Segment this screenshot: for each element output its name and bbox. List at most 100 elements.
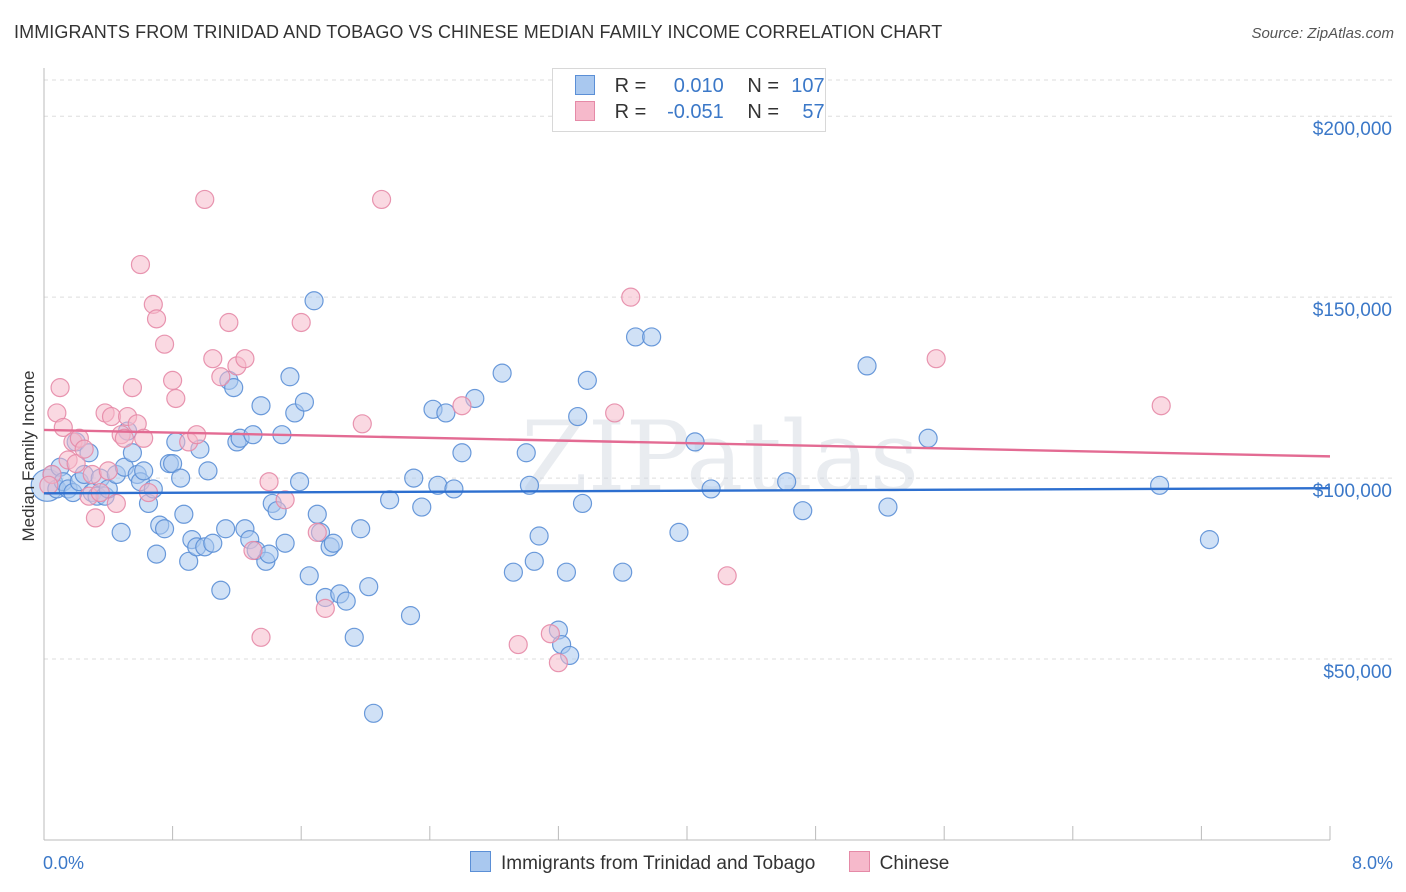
data-point xyxy=(163,370,183,390)
data-point xyxy=(195,189,215,210)
data-point xyxy=(307,504,327,524)
legend-swatch-blue xyxy=(470,851,491,872)
data-point xyxy=(235,349,255,369)
data-point xyxy=(400,606,421,626)
y-tick-label: $50,000 xyxy=(1323,662,1392,683)
data-point xyxy=(351,519,371,539)
legend-r-label: R = xyxy=(614,101,647,123)
x-tick-label: 0.0% xyxy=(43,853,84,873)
data-point xyxy=(540,624,560,644)
data-point xyxy=(146,544,167,564)
data-point xyxy=(1151,396,1171,416)
y-axis-label: Median Family Income xyxy=(19,370,38,541)
data-point xyxy=(259,544,279,564)
data-point xyxy=(289,472,310,492)
data-point xyxy=(122,443,143,463)
data-point xyxy=(166,388,186,409)
data-point xyxy=(101,406,122,427)
legend-n-label: N = xyxy=(747,75,780,97)
data-point xyxy=(336,591,356,611)
data-point xyxy=(219,312,239,333)
data-point xyxy=(529,526,549,546)
data-point xyxy=(291,312,311,333)
legend-item-trinidad: Immigrants from Trinidad and Tobago xyxy=(470,851,815,875)
data-point xyxy=(444,479,464,499)
tick-labels: $50,000 $100,000 $150,000 $200,000 0.0% 8.0% M… xyxy=(19,119,1393,873)
data-point xyxy=(224,378,244,398)
data-point xyxy=(344,627,364,647)
data-point xyxy=(380,490,400,510)
data-point xyxy=(519,475,540,495)
data-point xyxy=(315,598,335,618)
trend-line xyxy=(43,487,1331,495)
data-point xyxy=(171,468,191,488)
data-point xyxy=(556,562,577,582)
data-point xyxy=(134,428,154,448)
legend-n-value: 57 xyxy=(802,101,825,123)
data-point xyxy=(163,454,183,474)
data-point xyxy=(211,580,231,600)
data-point xyxy=(53,417,73,438)
data-point xyxy=(777,472,797,492)
trend-lines xyxy=(43,428,1331,495)
series-chinese-points xyxy=(39,189,1171,673)
data-point xyxy=(371,189,392,210)
trend-line xyxy=(43,428,1331,458)
data-point xyxy=(436,403,456,423)
data-point xyxy=(111,522,131,542)
legend-swatch-blue xyxy=(575,75,595,95)
data-point xyxy=(926,349,946,369)
series-legend: Immigrants from Trinidad and Tobago Chin… xyxy=(470,851,977,875)
data-point xyxy=(154,519,175,539)
data-point xyxy=(516,443,536,463)
y-tick-label: $100,000 xyxy=(1313,481,1392,502)
data-point xyxy=(323,533,343,553)
data-point xyxy=(203,533,223,553)
data-point xyxy=(39,475,59,495)
legend-row-trinidad: R = 0.010 N = 107 xyxy=(575,75,825,99)
data-point xyxy=(359,577,379,597)
legend-item-chinese: Chinese xyxy=(848,851,950,875)
data-point xyxy=(412,497,432,517)
data-point xyxy=(503,562,523,582)
data-point xyxy=(878,497,898,517)
data-point xyxy=(198,461,218,481)
legend-swatch-pink xyxy=(575,101,595,121)
data-point xyxy=(82,464,102,485)
legend-r-value: 0.010 xyxy=(673,75,724,97)
data-point xyxy=(304,291,324,311)
data-point xyxy=(294,392,315,412)
data-point xyxy=(98,461,118,481)
x-tick-label: 8.0% xyxy=(1352,853,1393,873)
legend-row-chinese: R = -0.051 N = 57 xyxy=(575,101,825,125)
data-point xyxy=(211,367,231,387)
data-point xyxy=(613,562,633,582)
data-point xyxy=(179,551,199,571)
data-point xyxy=(572,493,593,514)
data-point xyxy=(857,356,877,376)
data-point xyxy=(50,378,70,398)
data-point xyxy=(275,490,295,510)
legend-r-label: R = xyxy=(614,75,647,97)
data-point xyxy=(1150,475,1170,495)
data-point xyxy=(492,363,512,383)
legend-label-trinidad: Immigrants from Trinidad and Tobago xyxy=(501,853,816,874)
source-label: Source: ZipAtlas.com xyxy=(1251,25,1394,42)
data-point xyxy=(146,309,167,329)
data-point xyxy=(106,493,126,514)
data-point xyxy=(251,627,271,647)
data-point xyxy=(642,327,662,347)
data-point xyxy=(259,472,279,492)
data-point xyxy=(605,403,625,423)
data-point xyxy=(452,443,472,463)
legend-label-chinese: Chinese xyxy=(879,853,950,874)
legend-n-label: N = xyxy=(747,101,780,123)
data-point xyxy=(299,566,319,586)
data-point xyxy=(669,522,689,542)
data-point xyxy=(625,327,646,347)
y-tick-label: $200,000 xyxy=(1313,119,1392,140)
axes xyxy=(43,68,1331,841)
data-point xyxy=(307,522,327,542)
data-point xyxy=(130,254,151,275)
